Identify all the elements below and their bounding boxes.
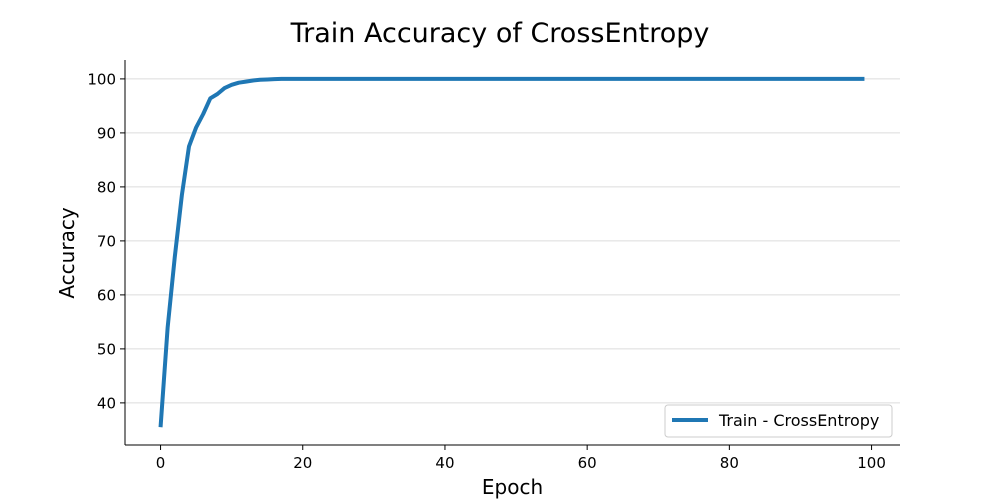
axes (124, 60, 900, 446)
y-tick-label: 70 (97, 232, 116, 250)
x-tick-label: 80 (720, 454, 739, 472)
x-tick-label: 20 (293, 454, 312, 472)
y-axis-label: Accuracy (55, 207, 79, 298)
y-tick-label: 90 (97, 124, 116, 142)
legend-entry-label: Train - CrossEntropy (718, 411, 879, 430)
x-tick-label: 40 (435, 454, 454, 472)
series-lines (158, 76, 865, 428)
x-axis-label: Epoch (482, 475, 543, 499)
legend: Train - CrossEntropy (664, 404, 893, 438)
chart-title: Train Accuracy of CrossEntropy (290, 18, 710, 49)
y-tick-label: 60 (97, 286, 116, 304)
y-tick-label: 100 (87, 70, 116, 88)
y-tick-label: 80 (97, 178, 116, 196)
x-tick-label: 60 (578, 454, 597, 472)
x-tick-label: 100 (857, 454, 886, 472)
ticks: 40 50 60 70 80 90 100 0 20 40 60 80 100 (87, 70, 886, 472)
legend-box (664, 404, 893, 438)
series-line-train-crossentropy (158, 76, 865, 428)
y-tick-label: 40 (97, 394, 116, 412)
y-tick-label: 50 (97, 340, 116, 358)
grid-lines (125, 78, 900, 404)
x-tick-label: 0 (156, 454, 166, 472)
